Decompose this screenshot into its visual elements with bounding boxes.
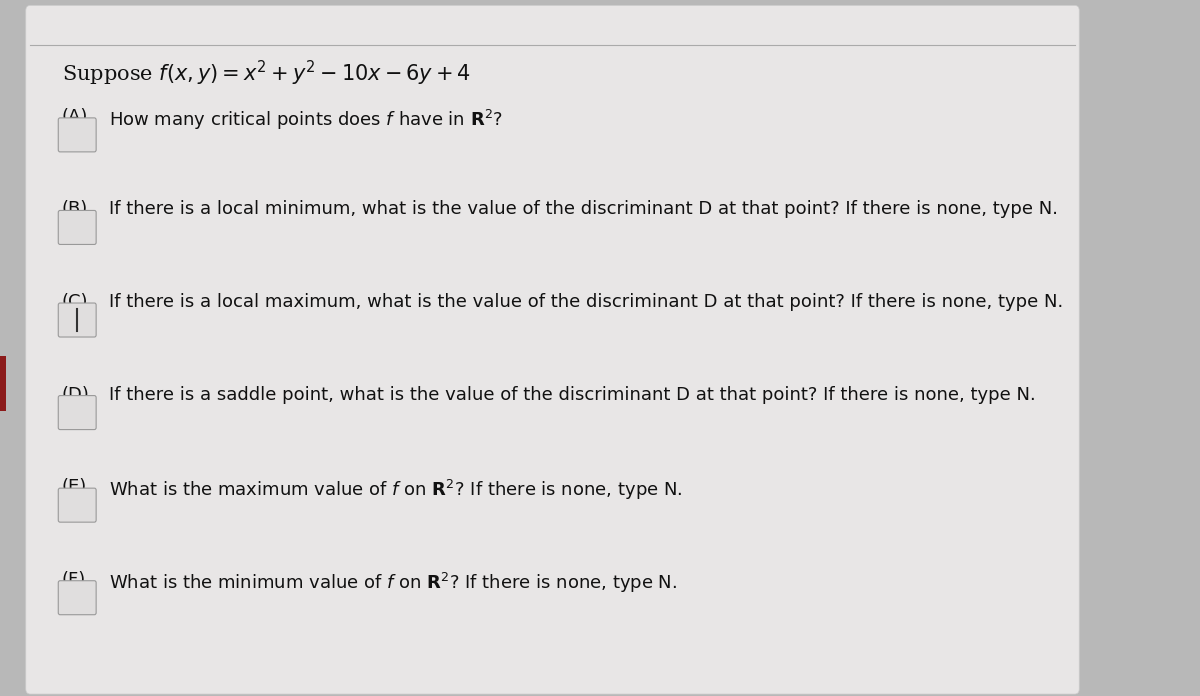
FancyBboxPatch shape [59, 303, 96, 337]
Text: Suppose $f(x, y) = x^2 + y^2 - 10x - 6y + 4$: Suppose $f(x, y) = x^2 + y^2 - 10x - 6y … [62, 59, 470, 88]
Text: What is the maximum value of $f$ on $\mathbf{R}^2$? If there is none, type N.: What is the maximum value of $f$ on $\ma… [109, 478, 683, 503]
Text: If there is a saddle point, what is the value of the discriminant D at that poin: If there is a saddle point, what is the … [109, 386, 1036, 404]
Text: (F): (F) [62, 571, 86, 589]
Text: How many critical points does $f$ have in $\mathbf{R}^2$?: How many critical points does $f$ have i… [109, 108, 503, 132]
FancyBboxPatch shape [25, 6, 1079, 694]
Bar [0, 356, 6, 411]
FancyBboxPatch shape [59, 118, 96, 152]
Text: (E): (E) [62, 478, 88, 496]
Text: (A): (A) [62, 108, 89, 126]
FancyBboxPatch shape [59, 580, 96, 615]
Text: (B): (B) [62, 200, 88, 219]
Text: (D): (D) [62, 386, 90, 404]
FancyBboxPatch shape [59, 488, 96, 522]
Text: What is the minimum value of $f$ on $\mathbf{R}^2$? If there is none, type N.: What is the minimum value of $f$ on $\ma… [109, 571, 677, 595]
FancyBboxPatch shape [59, 210, 96, 244]
FancyBboxPatch shape [59, 395, 96, 429]
Text: If there is a local minimum, what is the value of the discriminant D at that poi: If there is a local minimum, what is the… [109, 200, 1057, 219]
Text: If there is a local maximum, what is the value of the discriminant D at that poi: If there is a local maximum, what is the… [109, 293, 1063, 311]
Text: (C): (C) [62, 293, 89, 311]
